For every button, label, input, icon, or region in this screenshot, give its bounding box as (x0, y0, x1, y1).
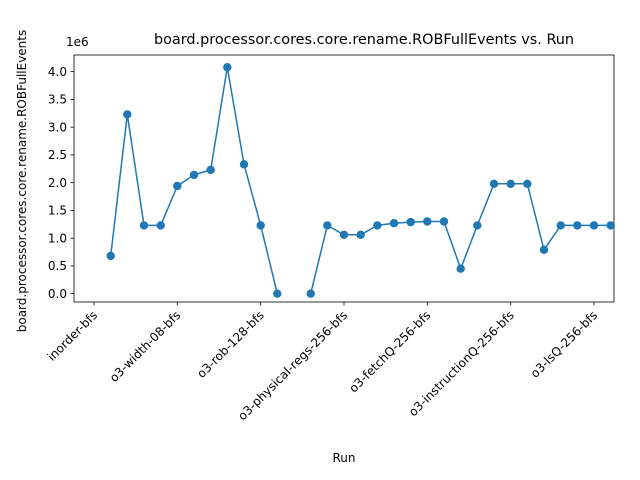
chart-title: board.processor.cores.core.rename.ROBFul… (154, 32, 574, 48)
y-tick-label: 4.0 (48, 65, 67, 79)
y-offset-label: 1e6 (66, 35, 89, 49)
data-point (306, 289, 315, 298)
y-axis: 0.0 0.5 1.0 1.5 2.0 2.5 3.0 3.5 4.0 (48, 65, 74, 301)
data-point (173, 181, 182, 191)
data-point (339, 230, 349, 239)
data-point (106, 251, 115, 261)
x-tick-label: o3-rob-128-bfs (194, 308, 267, 381)
y-tick-label: 0.5 (48, 259, 67, 273)
data-point (523, 179, 532, 188)
y-axis-title: board.processor.cores.core.rename.ROBFul… (15, 30, 29, 333)
series-line (109, 66, 279, 294)
y-tick-label: 1.5 (48, 204, 67, 218)
data-point (539, 245, 549, 254)
y-tick-label: 1.0 (48, 231, 67, 245)
data-point (606, 221, 615, 230)
data-point (189, 170, 199, 180)
data-point (273, 289, 282, 298)
x-tick-label: inorder-bfs (45, 308, 101, 364)
data-point (389, 219, 399, 228)
x-tick-label: o3-width-08-bfs (107, 308, 184, 385)
data-point (373, 221, 382, 230)
data-point (323, 221, 332, 230)
series-line (309, 183, 611, 294)
data-point (256, 221, 265, 230)
y-tick-label: 2.5 (48, 148, 67, 162)
data-point (206, 165, 215, 175)
data-point (489, 179, 499, 188)
data-point (506, 179, 515, 188)
data-point (406, 217, 415, 227)
y-tick-label: 3.5 (48, 93, 67, 107)
data-point (573, 221, 582, 230)
data-point (473, 221, 482, 230)
plot-area-frame (73, 54, 615, 303)
data-point (423, 217, 432, 226)
y-tick-label: 2.0 (48, 176, 67, 190)
data-point (456, 264, 465, 273)
x-tick-label: o3-lsQ-256-bfs (528, 308, 600, 380)
data-point (156, 221, 165, 230)
data-point (356, 230, 365, 239)
series-layer (106, 62, 615, 298)
y-tick-label: 3.0 (48, 120, 67, 134)
x-axis-title: Run (332, 451, 355, 465)
data-point (139, 221, 149, 230)
x-axis: inorder-bfs o3-width-08-bfs o3-rob-128-bfs… (45, 302, 600, 423)
y-tick-label: 0.0 (48, 287, 67, 301)
data-point (123, 110, 132, 119)
data-point (439, 217, 449, 226)
x-tick-label: o3-fetchQ-256-bfs (346, 308, 433, 395)
data-point (223, 62, 232, 72)
data-point (556, 221, 565, 230)
data-point (239, 160, 249, 169)
data-point (589, 221, 599, 230)
